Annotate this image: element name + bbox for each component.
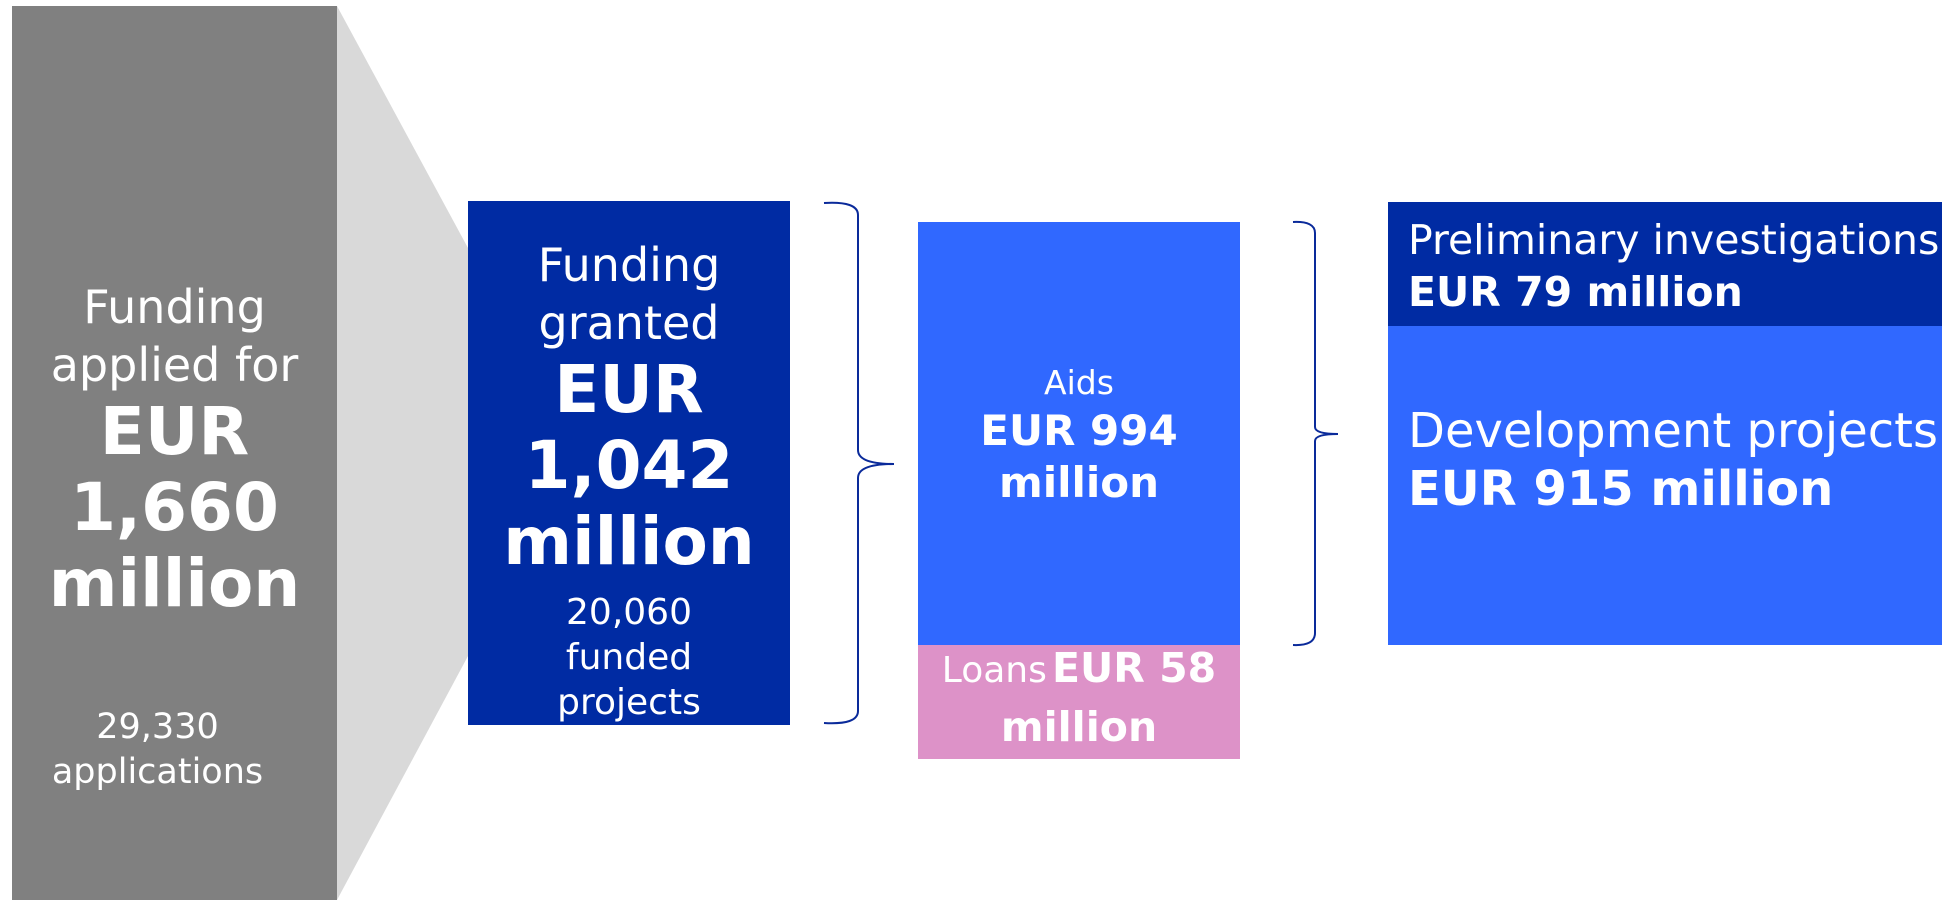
brace <box>823 201 895 725</box>
amount: EUR 1,042 million <box>503 350 755 580</box>
loans-text: Loans EUR 58 million <box>918 644 1240 759</box>
applied-text: Funding applied for EUR 1,660 million <box>12 260 337 640</box>
applications: 29,330 applications <box>51 707 264 792</box>
aids-box <box>918 222 1240 645</box>
label: Development projects <box>1408 403 1938 459</box>
applications-text: 29,330 applications <box>40 700 275 800</box>
label: Loans <box>941 650 1047 691</box>
granted-box <box>468 201 790 725</box>
label: Aids <box>1044 363 1114 402</box>
amount: EUR 1,660 million <box>48 393 301 622</box>
funnel <box>337 6 468 900</box>
aids-text: Aids EUR 994 million <box>918 350 1240 520</box>
development-box <box>1388 326 1942 645</box>
amount: EUR 994 million <box>980 406 1178 507</box>
granted-text: Funding granted EUR 1,042 million 20,060… <box>468 238 790 723</box>
applied-box <box>12 6 337 900</box>
brace <box>1292 220 1339 647</box>
preliminary-box <box>1388 202 1942 326</box>
amount: EUR 915 million <box>1408 461 1834 517</box>
label: Funding applied for <box>50 280 299 392</box>
amount: EUR 58 million <box>1000 644 1217 751</box>
preliminary-text: Preliminary investigations EUR 79 millio… <box>1408 214 1939 318</box>
loans-box <box>918 645 1240 759</box>
label: Preliminary investigations <box>1408 216 1940 264</box>
projects: 20,060 funded projects <box>557 591 701 723</box>
development-text: Development projects EUR 915 million <box>1408 402 1938 518</box>
amount: EUR 79 million <box>1408 268 1743 316</box>
label: Funding granted <box>537 237 721 350</box>
